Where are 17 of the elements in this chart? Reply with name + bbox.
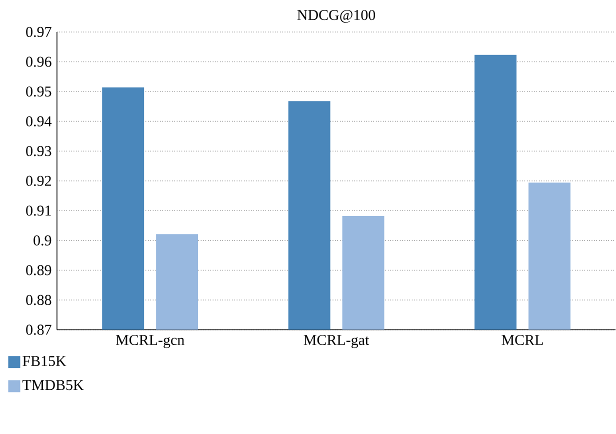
y-tick-label: 0.93 (26, 146, 52, 156)
chart-title: NDCG@100 (297, 10, 376, 23)
y-tick-label: 0.94 (26, 116, 52, 127)
legend-label: TMDB5K (22, 380, 84, 390)
y-tick-label: 0.87 (26, 324, 52, 336)
x-tick-label: MCRL (502, 335, 543, 346)
y-tick-label: 0.9 (34, 235, 52, 246)
y-tick-label: 0.88 (26, 295, 52, 306)
y-tick-label: 0.91 (26, 206, 51, 216)
legend-label: FB15K (22, 356, 66, 366)
x-tick-label: MCRL-gcn (116, 335, 184, 348)
y-tick-label: 0.89 (26, 265, 52, 276)
y-tick-label: 0.97 (26, 27, 52, 38)
y-tick-label: 0.95 (26, 86, 52, 97)
x-tick-label: MCRL-gat (304, 335, 370, 348)
y-tick-label: 0.92 (26, 176, 51, 186)
y-tick-label: 0.96 (26, 56, 52, 67)
